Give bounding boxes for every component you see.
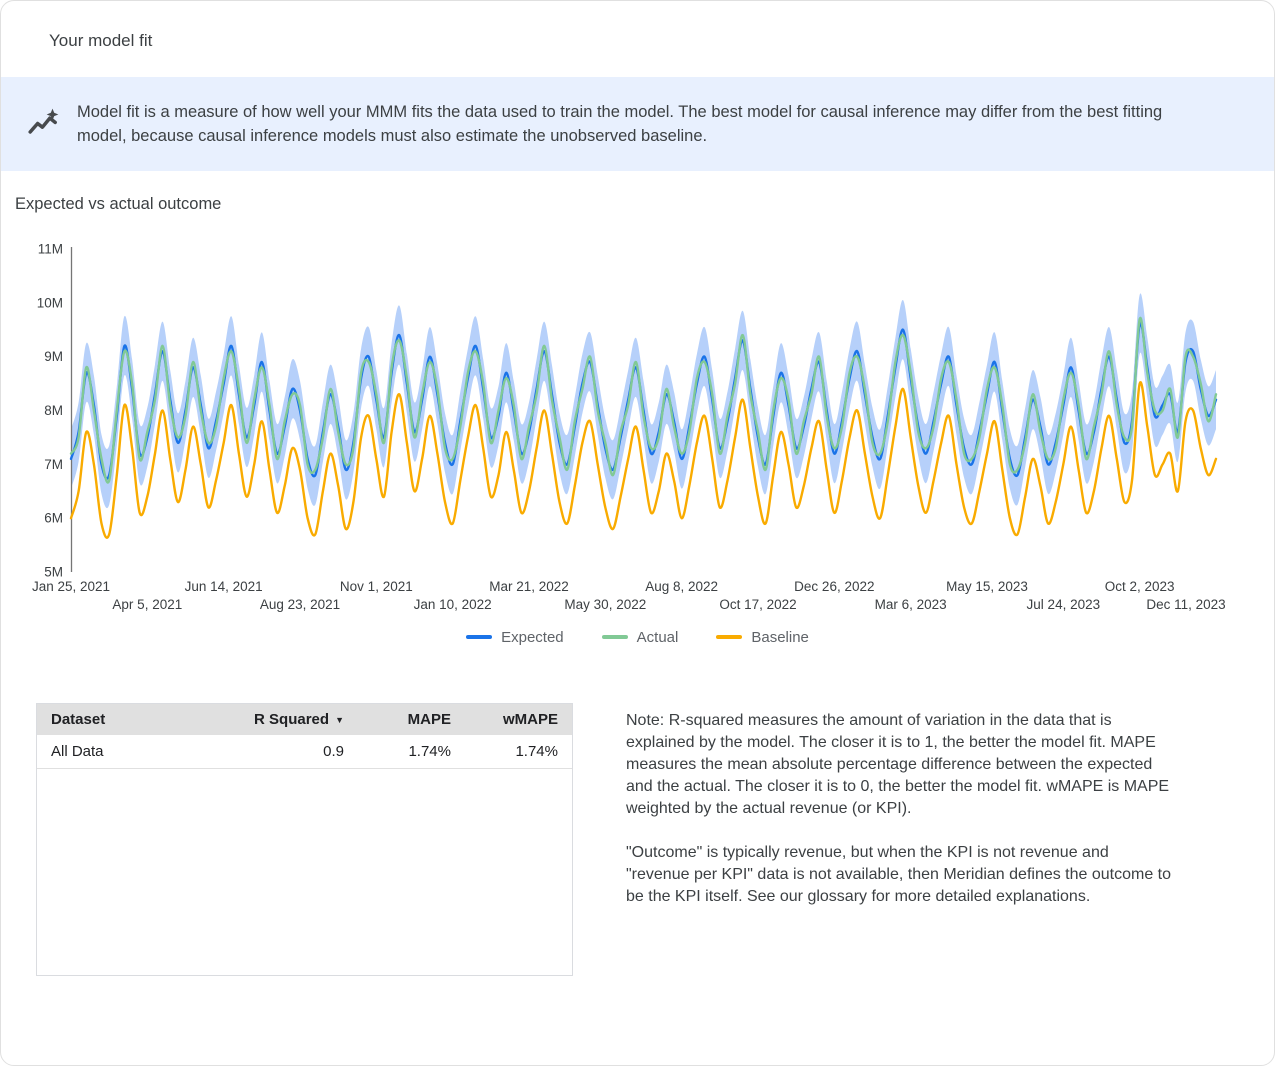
cell-mape: 1.74%: [357, 735, 465, 769]
sort-desc-icon[interactable]: ▼: [335, 715, 344, 726]
insights-sparkline-icon: [27, 107, 61, 141]
page-title: Your model fit: [49, 31, 153, 50]
chart-section-title: Expected vs actual outcome: [15, 195, 222, 213]
column-header-wmape[interactable]: wMAPE: [464, 704, 572, 735]
legend-swatch-baseline: [716, 635, 743, 639]
note-paragraph-1: Note: R-squared measures the amount of v…: [626, 712, 1170, 817]
note-text: Note: R-squared measures the amount of v…: [626, 710, 1174, 908]
legend-item-baseline: Baseline: [716, 629, 809, 646]
legend-swatch-actual: [601, 635, 628, 639]
x-tick-label: Nov 1, 2021: [340, 579, 413, 594]
x-tick-label: Jun 14, 2021: [185, 579, 263, 594]
table-row: All Data 0.9 1.74% 1.74%: [37, 735, 572, 769]
x-tick-label: Aug 23, 2021: [260, 597, 340, 612]
y-tick-label: 6M: [44, 511, 63, 526]
column-header-dataset[interactable]: Dataset: [37, 704, 230, 735]
x-tick-label: Dec 26, 2022: [794, 579, 874, 594]
column-header-r-squared[interactable]: R Squared ▼: [229, 704, 358, 735]
card-header: Your model fit: [1, 1, 1274, 77]
chart-legend: Expected Actual Baseline: [1, 627, 1274, 647]
cell-wmape: 1.74%: [464, 735, 572, 769]
legend-item-actual: Actual: [601, 628, 679, 646]
x-tick-label: May 15, 2023: [946, 579, 1028, 594]
actual-line: [69, 316, 1218, 484]
y-tick-label: 9M: [44, 349, 63, 364]
y-tick-label: 5M: [44, 564, 63, 579]
x-tick-label: Aug 8, 2022: [645, 579, 718, 594]
model-fit-table: Dataset R Squared ▼ MAPE wMAPE All Data 0.9 1.…: [37, 704, 572, 769]
table-header: Dataset R Squared ▼ MAPE wMAPE: [37, 704, 572, 735]
note-paragraph-2: "Outcome" is typically revenue, but when…: [626, 844, 1172, 905]
model-fit-info-banner: Model fit is a measure of how well your …: [1, 77, 1274, 171]
credible-interval-band: [71, 293, 1216, 509]
column-header-mape[interactable]: MAPE: [357, 704, 465, 735]
banner-text: Model fit is a measure of how well your …: [77, 103, 1163, 145]
baseline-line: [69, 381, 1218, 539]
cell-r-squared: 0.9: [229, 735, 358, 769]
y-tick-label: 11M: [38, 242, 63, 257]
legend-item-expected: Expected: [466, 629, 564, 646]
cell-dataset: All Data: [37, 735, 230, 769]
chart-area: 11M 10M 9M 8M 7M 6M 5M Jan 25, 2021 Apr 5, 2021 J…: [1, 239, 1274, 617]
legend-label: Expected: [501, 628, 564, 646]
x-tick-label: Oct 17, 2022: [719, 597, 796, 612]
x-tick-label: Apr 5, 2021: [112, 597, 182, 612]
x-tick-label: Mar 6, 2023: [875, 597, 947, 612]
y-tick-label: 10M: [37, 295, 63, 310]
x-tick-label: Mar 21, 2022: [489, 579, 569, 594]
bottom-section: Dataset R Squared ▼ MAPE wMAPE All Data 0.9 1.…: [1, 703, 1274, 976]
x-tick-label: Jul 24, 2023: [1027, 597, 1101, 612]
x-tick-label: Oct 2, 2023: [1105, 579, 1175, 594]
model-fit-table-container: Dataset R Squared ▼ MAPE wMAPE All Data 0.9 1.…: [36, 703, 573, 976]
y-tick-label: 7M: [44, 457, 63, 472]
table-body: All Data 0.9 1.74% 1.74%: [37, 735, 572, 769]
legend-label: Baseline: [751, 628, 809, 646]
y-tick-label: 8M: [44, 403, 63, 418]
x-tick-label: Jan 25, 2021: [32, 579, 110, 594]
x-tick-label: Jan 10, 2022: [414, 597, 492, 612]
x-tick-label: Dec 11, 2023: [1146, 597, 1225, 612]
legend-swatch-expected: [466, 635, 493, 639]
legend-label: Actual: [636, 628, 679, 646]
x-tick-label: May 30, 2022: [564, 597, 646, 612]
